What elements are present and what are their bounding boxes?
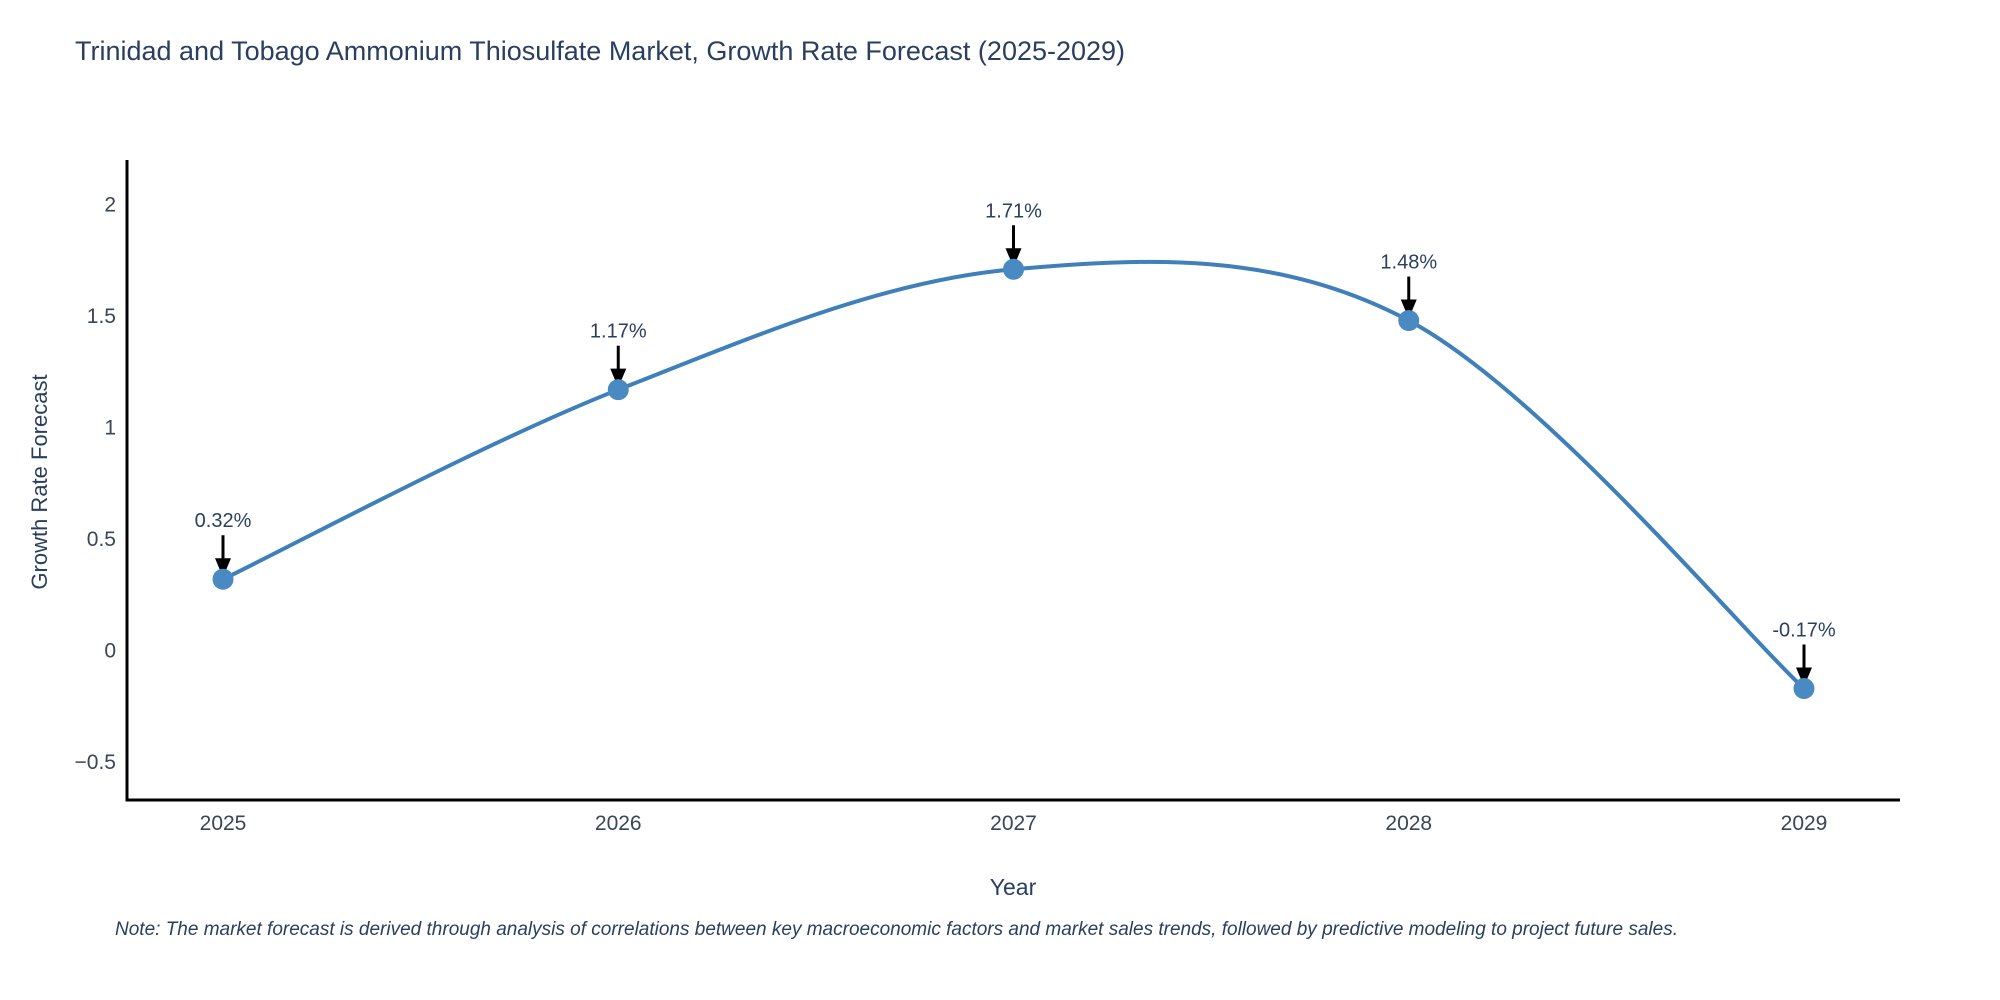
data-point-marker[interactable] [1793, 678, 1815, 700]
annotation-arrowhead-icon [1005, 248, 1022, 268]
x-tick-label: 2026 [595, 812, 642, 835]
x-tick-label: 2027 [990, 812, 1037, 835]
annotation-arrowhead-icon [610, 368, 627, 388]
point-value-label: 1.71% [985, 200, 1042, 222]
forecast-line [221, 259, 1806, 691]
y-tick-label: 0 [104, 640, 116, 663]
x-axis-title: Year [989, 874, 1037, 900]
x-tick-label: 2025 [200, 812, 247, 835]
data-point-marker[interactable] [1003, 258, 1024, 280]
footnote: Note: The market forecast is derived thr… [115, 919, 1678, 940]
x-tick-label: 2029 [1781, 812, 1828, 835]
point-value-label: 1.17% [590, 321, 647, 343]
y-tick-label: 1 [104, 417, 116, 440]
chart-title: Trinidad and Tobago Ammonium Thiosulfate… [75, 36, 1126, 66]
y-tick-label: 1.5 [87, 305, 116, 328]
annotation-arrowhead-icon [1796, 667, 1812, 687]
y-tick-label: 2 [104, 194, 116, 217]
point-value-label: 0.32% [195, 510, 252, 532]
point-value-label: 1.48% [1380, 252, 1437, 274]
data-point-marker[interactable] [1398, 310, 1420, 332]
y-tick-label: −0.5 [75, 751, 116, 774]
y-tick-label: 0.5 [87, 528, 116, 551]
annotation-arrowhead-icon [1400, 299, 1417, 319]
annotation-arrowhead-icon [215, 558, 231, 578]
data-point-marker[interactable] [607, 379, 629, 401]
point-value-label: -0.17% [1772, 620, 1836, 642]
x-tick-label: 2028 [1385, 812, 1432, 835]
data-point-marker[interactable] [212, 568, 234, 590]
